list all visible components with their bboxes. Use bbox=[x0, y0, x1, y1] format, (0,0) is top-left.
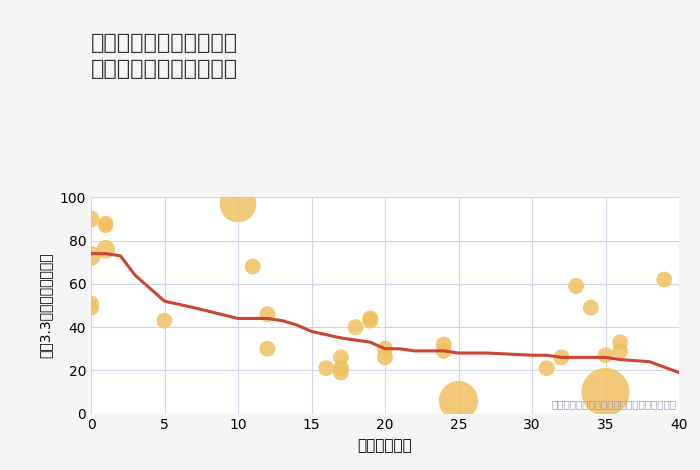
Point bbox=[379, 345, 391, 352]
Point bbox=[321, 364, 332, 372]
Point bbox=[85, 304, 97, 312]
Point bbox=[85, 215, 97, 223]
Point bbox=[335, 369, 346, 376]
Text: 円の大きさは、取引のあった物件面積を示す: 円の大きさは、取引のあった物件面積を示す bbox=[551, 400, 676, 409]
Point bbox=[453, 397, 464, 404]
Point bbox=[335, 364, 346, 372]
Point bbox=[570, 282, 582, 290]
Point bbox=[85, 252, 97, 259]
X-axis label: 築年数（年）: 築年数（年） bbox=[358, 438, 412, 453]
Point bbox=[262, 310, 273, 318]
Point bbox=[100, 219, 111, 227]
Point bbox=[365, 317, 376, 324]
Y-axis label: 坪（3.3㎡）単価（万円）: 坪（3.3㎡）単価（万円） bbox=[38, 253, 52, 358]
Point bbox=[350, 323, 361, 331]
Point bbox=[600, 388, 611, 396]
Point bbox=[659, 276, 670, 283]
Point bbox=[438, 347, 449, 355]
Point bbox=[438, 341, 449, 348]
Point bbox=[615, 347, 626, 355]
Point bbox=[365, 315, 376, 322]
Point bbox=[585, 304, 596, 312]
Point bbox=[159, 317, 170, 324]
Point bbox=[247, 263, 258, 270]
Point bbox=[232, 200, 244, 208]
Point bbox=[262, 345, 273, 352]
Point bbox=[100, 222, 111, 229]
Point bbox=[615, 338, 626, 346]
Point bbox=[100, 245, 111, 253]
Point bbox=[85, 299, 97, 307]
Point bbox=[600, 352, 611, 359]
Point bbox=[335, 353, 346, 361]
Text: 三重県津市久居二ノ町の
築年数別中古戸建て価格: 三重県津市久居二ノ町の 築年数別中古戸建て価格 bbox=[91, 33, 238, 79]
Point bbox=[541, 364, 552, 372]
Point bbox=[556, 353, 567, 361]
Point bbox=[379, 353, 391, 361]
